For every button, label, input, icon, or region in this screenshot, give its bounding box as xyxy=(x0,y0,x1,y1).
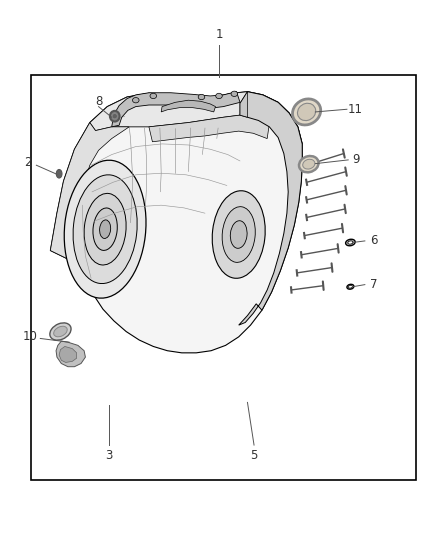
Text: 10: 10 xyxy=(22,330,37,343)
Text: 5: 5 xyxy=(251,449,258,462)
Ellipse shape xyxy=(150,93,156,99)
Polygon shape xyxy=(239,92,302,325)
Ellipse shape xyxy=(73,175,137,284)
Ellipse shape xyxy=(112,114,117,119)
Ellipse shape xyxy=(50,323,71,340)
Text: 6: 6 xyxy=(370,235,378,247)
Ellipse shape xyxy=(231,91,237,96)
Polygon shape xyxy=(161,100,215,112)
Ellipse shape xyxy=(93,208,117,251)
Ellipse shape xyxy=(110,111,120,122)
Polygon shape xyxy=(59,346,77,362)
Polygon shape xyxy=(50,92,302,353)
Ellipse shape xyxy=(212,191,265,278)
Ellipse shape xyxy=(349,285,352,288)
Ellipse shape xyxy=(293,99,321,125)
Ellipse shape xyxy=(299,156,318,172)
Ellipse shape xyxy=(215,93,222,99)
Polygon shape xyxy=(240,92,247,117)
Ellipse shape xyxy=(297,103,316,120)
Text: 8: 8 xyxy=(95,95,102,108)
Polygon shape xyxy=(90,92,302,144)
Text: 1: 1 xyxy=(215,28,223,41)
Polygon shape xyxy=(50,123,129,292)
Text: 7: 7 xyxy=(370,278,378,291)
Ellipse shape xyxy=(230,221,247,248)
Ellipse shape xyxy=(348,241,353,244)
Polygon shape xyxy=(149,115,269,142)
Ellipse shape xyxy=(56,169,62,178)
Ellipse shape xyxy=(64,160,146,298)
Ellipse shape xyxy=(99,220,111,238)
Ellipse shape xyxy=(84,193,126,265)
Ellipse shape xyxy=(132,98,139,103)
Text: 2: 2 xyxy=(24,156,32,169)
Ellipse shape xyxy=(198,94,205,100)
Ellipse shape xyxy=(54,326,67,337)
Bar xyxy=(31,75,416,480)
Text: 9: 9 xyxy=(352,154,360,166)
Ellipse shape xyxy=(346,239,355,246)
Ellipse shape xyxy=(347,284,354,289)
Polygon shape xyxy=(112,92,240,127)
Ellipse shape xyxy=(222,207,255,262)
Polygon shape xyxy=(56,341,85,367)
Ellipse shape xyxy=(303,159,315,169)
Text: 11: 11 xyxy=(347,103,362,116)
Text: 3: 3 xyxy=(105,449,112,462)
